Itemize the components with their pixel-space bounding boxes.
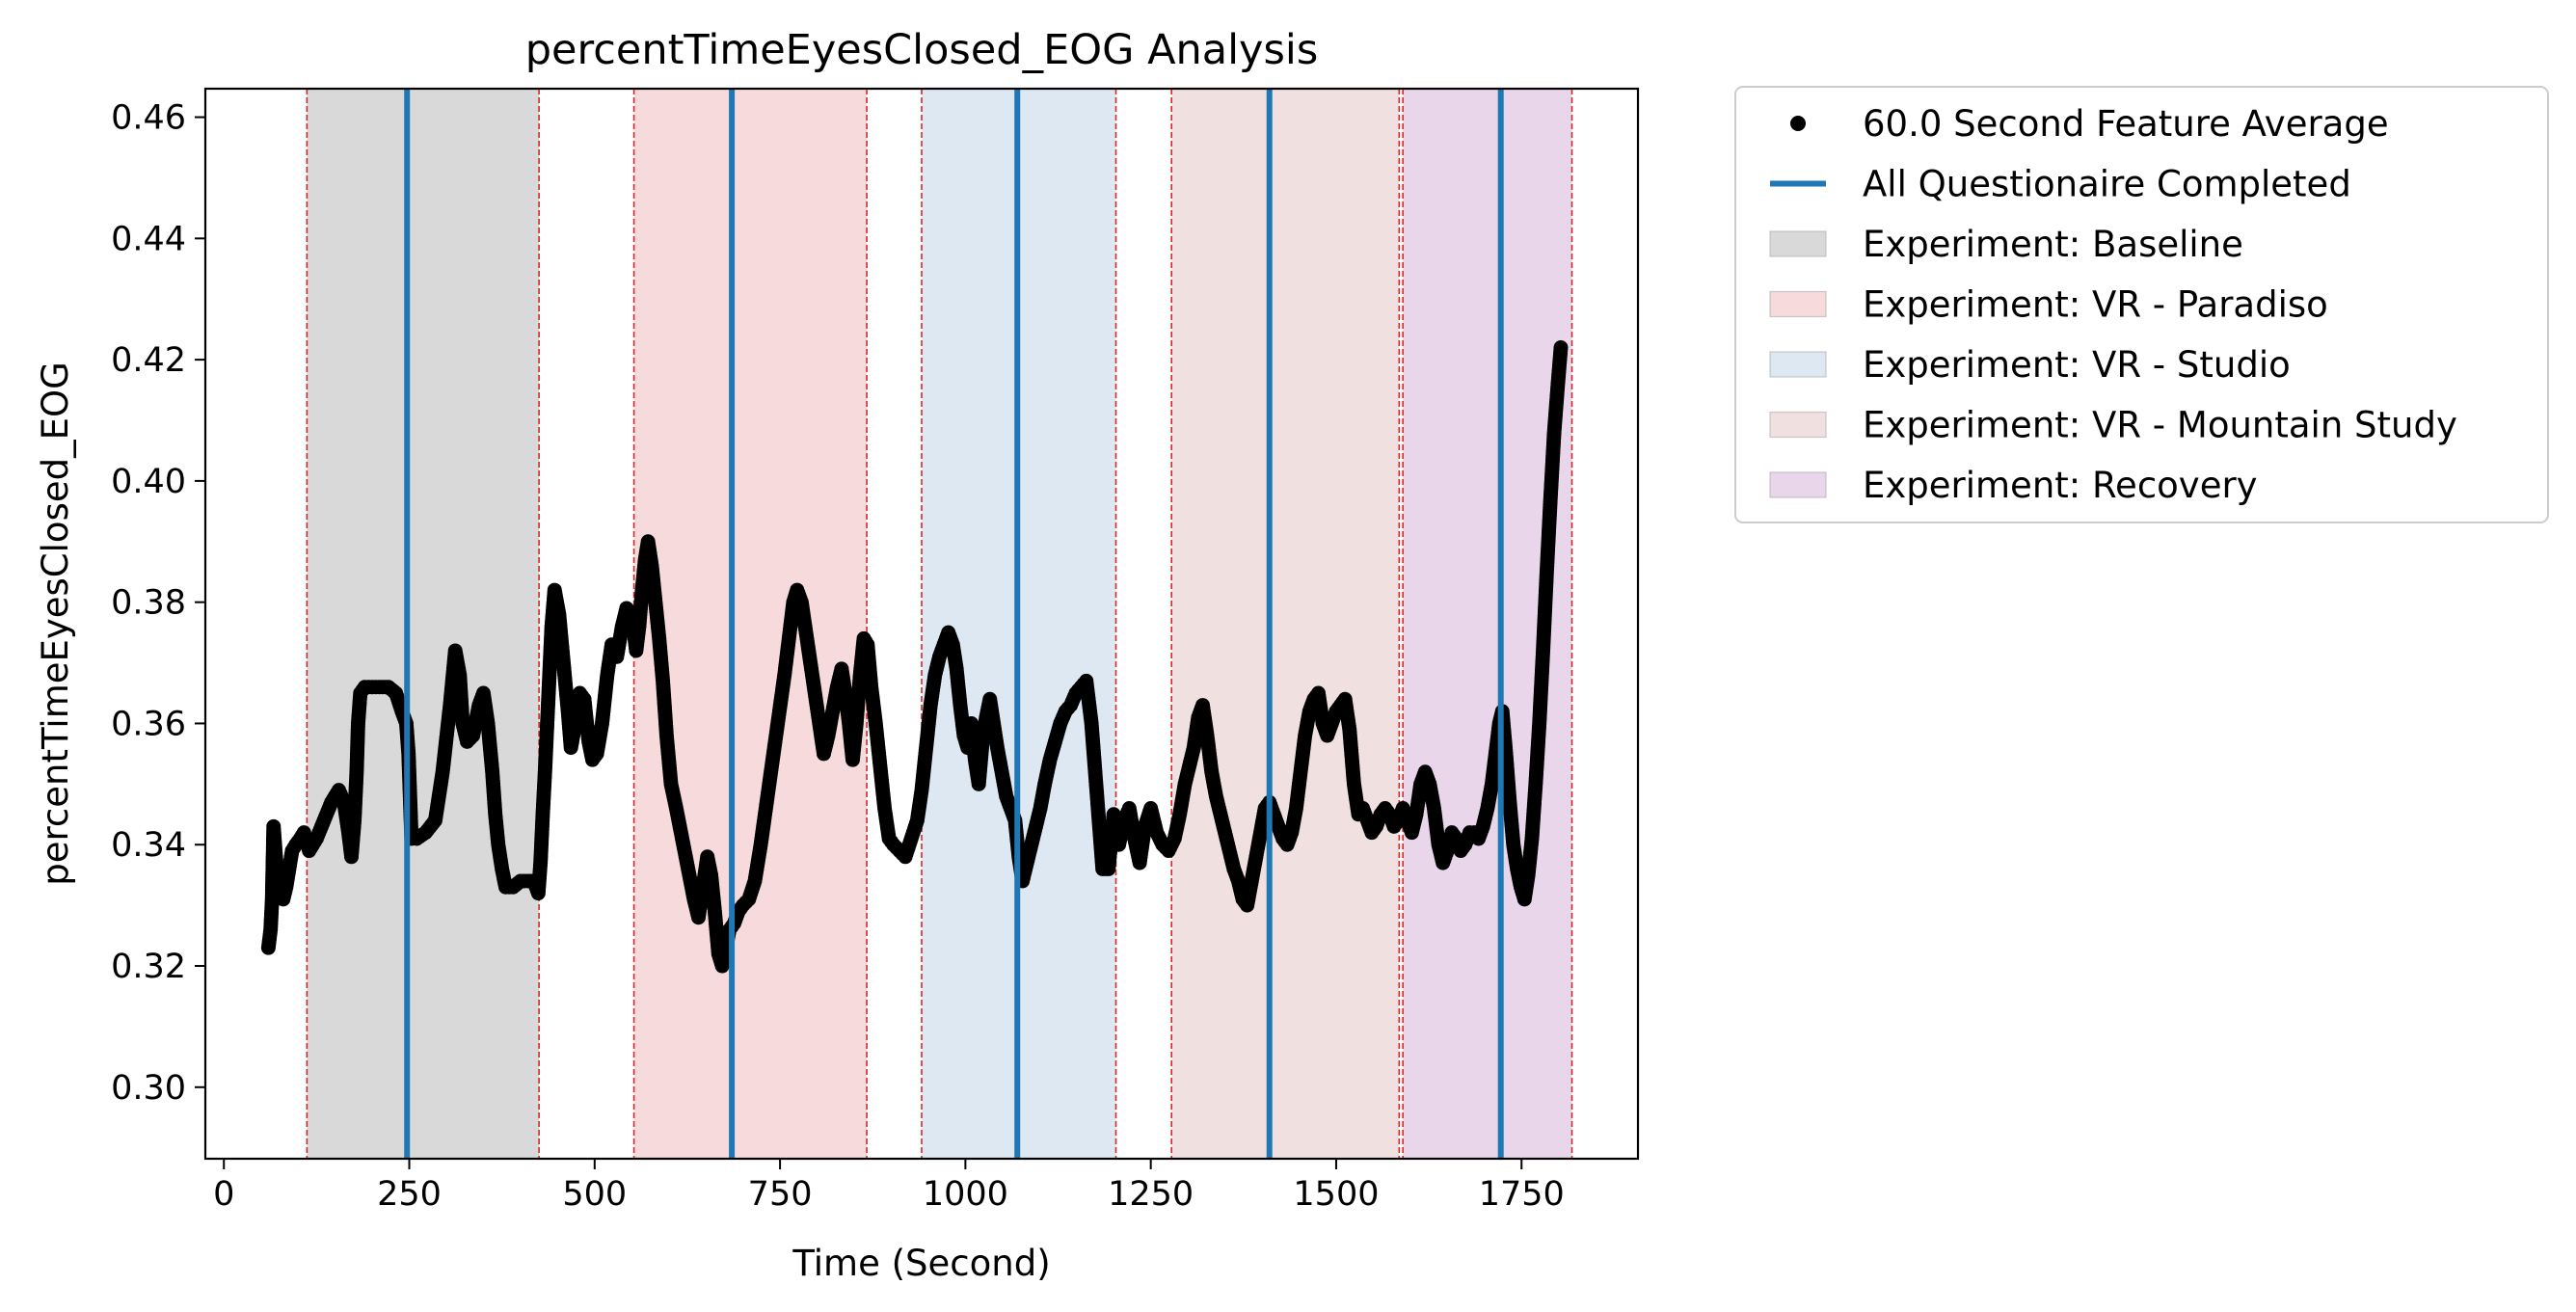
plot-frame <box>203 87 1640 1161</box>
legend-frame <box>1734 86 2549 523</box>
x-tick-label: 500 <box>562 1175 627 1214</box>
x-tick-label: 1500 <box>1293 1175 1379 1214</box>
legend-label: Experiment: Recovery <box>1863 465 2258 506</box>
y-tick-label: 0.38 <box>111 584 186 623</box>
questionnaire-lines <box>404 89 1504 1159</box>
experiment-band <box>633 89 868 1159</box>
y-tick-label: 0.42 <box>111 341 186 380</box>
legend-label: 60.0 Second Feature Average <box>1863 103 2389 145</box>
y-axis-ticks: 0.30 0.32 0.34 0.36 0.38 0.40 0.42 0.44 0.46 <box>111 99 205 1108</box>
y-tick-label: 0.34 <box>111 826 186 865</box>
legend-patch-icon <box>1769 411 1827 439</box>
x-tick-label: 1000 <box>923 1175 1008 1214</box>
y-tick-label: 0.46 <box>111 99 186 138</box>
chart-title: percentTimeEyesClosed_EOG Analysis <box>525 26 1319 74</box>
x-tick-label: 1250 <box>1108 1175 1194 1214</box>
x-tick-label: 750 <box>748 1175 813 1214</box>
y-tick-label: 0.44 <box>111 220 186 258</box>
x-tick-label: 250 <box>377 1175 442 1214</box>
legend-marker-icon <box>1790 116 1806 131</box>
y-axis-label: percentTimeEyesClosed_EOG <box>35 361 76 886</box>
x-tick-label: 0 <box>213 1175 234 1214</box>
x-axis-ticks: 0 250 500 750 1000 1250 1500 1750 <box>213 1159 1565 1214</box>
y-tick-label: 0.40 <box>111 463 186 501</box>
x-tick-label: 1750 <box>1479 1175 1565 1214</box>
legend: 60.0 Second Feature Average All Questiona… <box>1734 86 2549 523</box>
y-tick-label: 0.32 <box>111 948 186 986</box>
experiment-bands <box>307 89 1572 1159</box>
feature-average-points <box>260 340 1569 974</box>
y-tick-label: 0.36 <box>111 705 186 743</box>
legend-patch-icon <box>1769 290 1827 318</box>
legend-label: Experiment: VR - Mountain Study <box>1863 405 2457 446</box>
data-point <box>1553 340 1569 356</box>
legend-patch-icon <box>1769 351 1827 378</box>
legend-label: All Questionaire Completed <box>1863 164 2351 205</box>
band-edge-lines <box>306 89 1573 1159</box>
experiment-band <box>1171 89 1400 1159</box>
legend-patch-icon <box>1769 230 1827 257</box>
legend-patch-icon <box>1769 471 1827 498</box>
experiment-band <box>307 89 540 1159</box>
legend-label: Experiment: VR - Paradiso <box>1863 284 2328 326</box>
legend-label: Experiment: VR - Studio <box>1863 344 2291 386</box>
legend-label: Experiment: Baseline <box>1863 224 2243 265</box>
y-tick-label: 0.30 <box>111 1069 186 1108</box>
x-axis-label: Time (Second) <box>792 1243 1050 1284</box>
